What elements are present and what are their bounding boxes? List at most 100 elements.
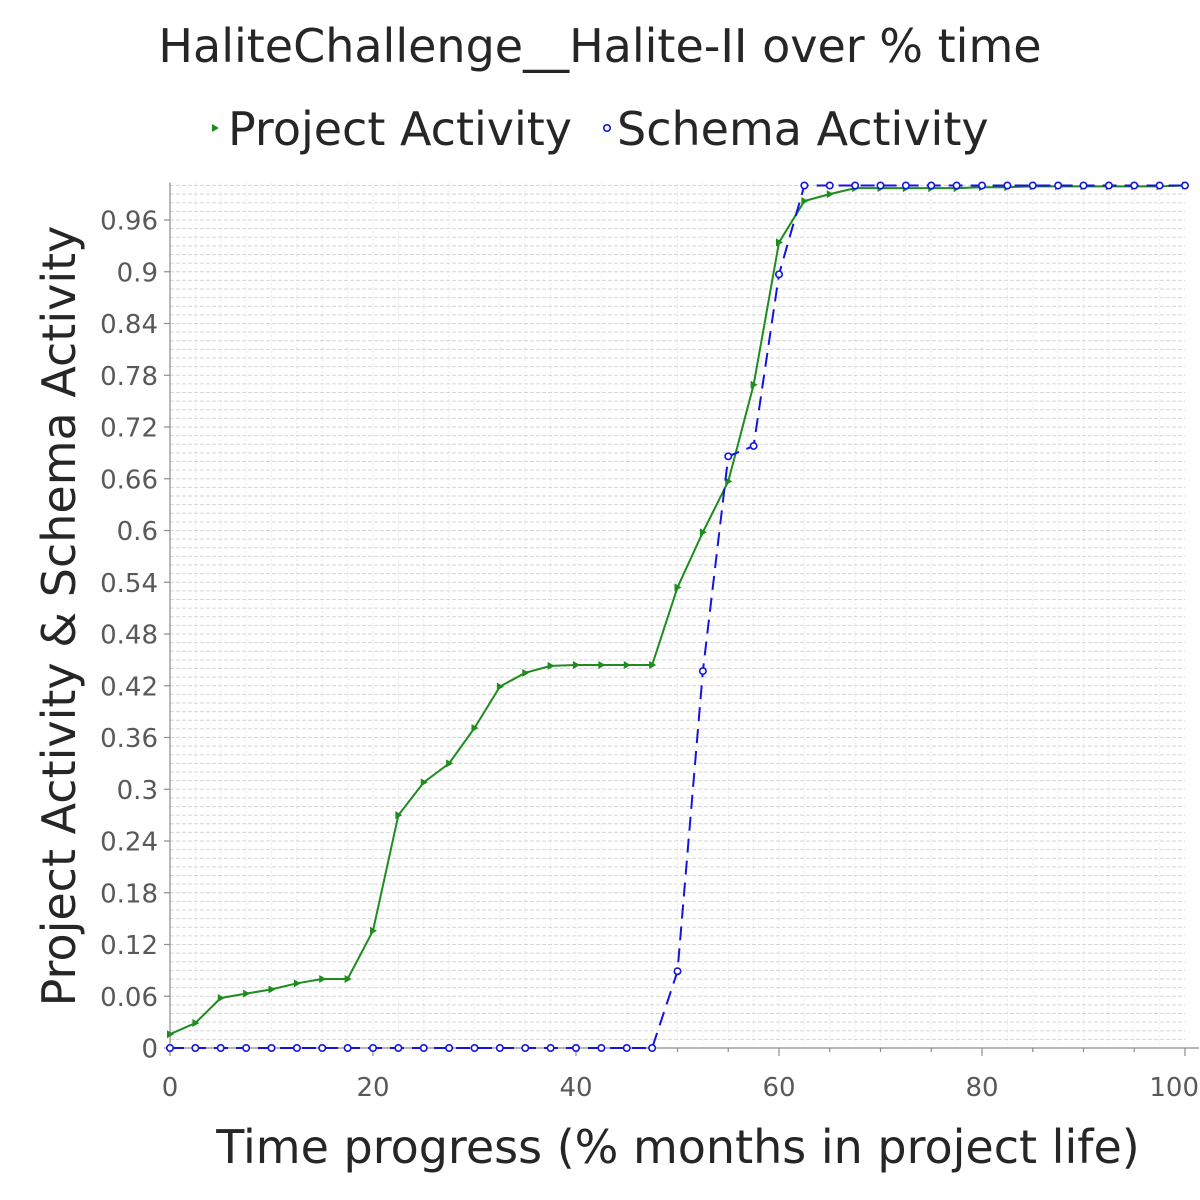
data-point-schema-activity <box>1181 181 1190 190</box>
data-point-schema-activity <box>445 1044 454 1053</box>
x-axis-ticks: 0 20 40 60 80 100 <box>162 1048 1199 1103</box>
data-point-project-activity <box>826 190 834 199</box>
data-point-schema-activity <box>318 1044 327 1053</box>
legend-circle-marker-icon <box>602 124 611 133</box>
data-point-project-activity <box>649 661 657 670</box>
y-tick-label: 0.78 <box>100 362 158 392</box>
legend-triangle-marker-icon <box>212 124 219 132</box>
data-point-schema-activity <box>825 181 834 190</box>
data-point-schema-activity <box>521 1044 530 1053</box>
data-point-project-activity <box>674 583 682 592</box>
legend-label-schema-activity: Schema Activity <box>617 102 989 156</box>
legend-item-project-activity: Project Activity <box>212 102 572 156</box>
y-tick-label: 0.66 <box>100 465 158 495</box>
y-tick-label: 0.96 <box>100 207 158 237</box>
data-point-project-activity <box>522 668 530 677</box>
chart-title: HaliteChallenge__Halite-II over % time <box>158 19 1041 73</box>
data-point-schema-activity <box>977 181 986 190</box>
data-point-project-activity <box>471 724 479 733</box>
data-point-schema-activity <box>648 1044 657 1053</box>
y-tick-label: 0.72 <box>100 414 158 444</box>
data-point-schema-activity <box>901 181 910 190</box>
x-tick-label: 20 <box>356 1073 389 1103</box>
data-point-schema-activity <box>495 1044 504 1053</box>
y-tick-label: 0 <box>141 1035 158 1065</box>
data-point-schema-activity <box>622 1044 631 1053</box>
plot-grid <box>170 183 1185 1049</box>
y-axis-title: Project Activity & Schema Activity <box>32 226 86 1007</box>
data-point-schema-activity <box>242 1044 251 1053</box>
data-point-project-activity <box>623 661 631 670</box>
data-point-schema-activity <box>1079 181 1088 190</box>
data-point-schema-activity <box>1104 181 1113 190</box>
data-point-schema-activity <box>216 1044 225 1053</box>
x-tick-label: 40 <box>559 1073 592 1103</box>
data-point-schema-activity <box>800 181 809 190</box>
y-tick-label: 0.48 <box>100 621 158 651</box>
data-point-schema-activity <box>368 1044 377 1053</box>
data-point-project-activity <box>699 528 707 537</box>
data-point-project-activity <box>420 778 428 787</box>
y-tick-label: 0.42 <box>100 672 158 702</box>
data-point-schema-activity <box>749 441 758 450</box>
y-tick-label: 0.12 <box>100 931 158 961</box>
data-point-schema-activity <box>698 667 707 676</box>
x-tick-label: 80 <box>965 1073 998 1103</box>
data-point-project-activity <box>268 985 276 994</box>
legend: Project Activity Schema Activity <box>212 102 989 156</box>
data-point-schema-activity <box>191 1044 200 1053</box>
x-tick-label: 60 <box>762 1073 795 1103</box>
data-point-schema-activity <box>724 452 733 461</box>
data-point-project-activity <box>801 197 809 206</box>
data-point-project-activity <box>573 661 580 670</box>
y-tick-label: 0.24 <box>100 828 158 858</box>
data-point-project-activity <box>446 759 454 768</box>
data-point-project-activity <box>750 380 758 389</box>
data-point-schema-activity <box>546 1044 555 1053</box>
data-point-schema-activity <box>1003 181 1012 190</box>
data-point-schema-activity <box>1155 181 1164 190</box>
legend-item-schema-activity: Schema Activity <box>602 102 989 156</box>
y-tick-label: 0.84 <box>100 310 158 340</box>
data-point-schema-activity <box>267 1044 276 1053</box>
axes <box>169 182 1199 1049</box>
data-point-project-activity <box>243 989 251 998</box>
data-point-schema-activity <box>927 181 936 190</box>
data-point-schema-activity <box>952 181 961 190</box>
y-tick-label: 0.9 <box>117 258 158 288</box>
data-point-schema-activity <box>292 1044 301 1053</box>
y-tick-label: 0.6 <box>117 517 158 547</box>
y-axis-ticks: 0 0.06 0.12 0.18 0.24 0.3 0.36 0.42 0.48 0.54 0.6 0… <box>100 207 170 1065</box>
data-point-project-activity <box>319 975 327 983</box>
data-point-project-activity <box>395 811 403 820</box>
data-point-schema-activity <box>470 1044 479 1053</box>
series-schema-activity <box>166 181 1190 1053</box>
data-point-project-activity <box>370 926 377 935</box>
data-point-project-activity <box>776 238 783 247</box>
plot-series <box>166 181 1190 1053</box>
x-tick-label: 100 <box>1149 1073 1199 1103</box>
data-point-project-activity <box>192 1018 200 1027</box>
data-point-project-activity <box>725 477 733 486</box>
data-point-project-activity <box>217 993 225 1002</box>
data-point-schema-activity <box>673 967 682 976</box>
x-axis-title: Time progress (% months in project life) <box>215 1120 1139 1174</box>
data-point-project-activity <box>167 1030 174 1039</box>
data-point-schema-activity <box>394 1044 403 1053</box>
data-point-schema-activity <box>851 181 860 190</box>
y-tick-label: 0.18 <box>100 879 158 909</box>
data-point-project-activity <box>547 661 555 670</box>
data-point-project-activity <box>598 661 606 670</box>
legend-label-project-activity: Project Activity <box>228 102 572 156</box>
data-point-schema-activity <box>774 270 783 279</box>
data-point-project-activity <box>496 682 504 691</box>
data-point-schema-activity <box>166 1044 175 1053</box>
data-point-schema-activity <box>597 1044 606 1053</box>
data-point-schema-activity <box>571 1044 580 1053</box>
data-point-schema-activity <box>1130 181 1139 190</box>
data-point-schema-activity <box>343 1044 352 1053</box>
data-point-schema-activity <box>1054 181 1063 190</box>
data-point-schema-activity <box>419 1044 428 1053</box>
y-tick-label: 0.36 <box>100 724 158 754</box>
